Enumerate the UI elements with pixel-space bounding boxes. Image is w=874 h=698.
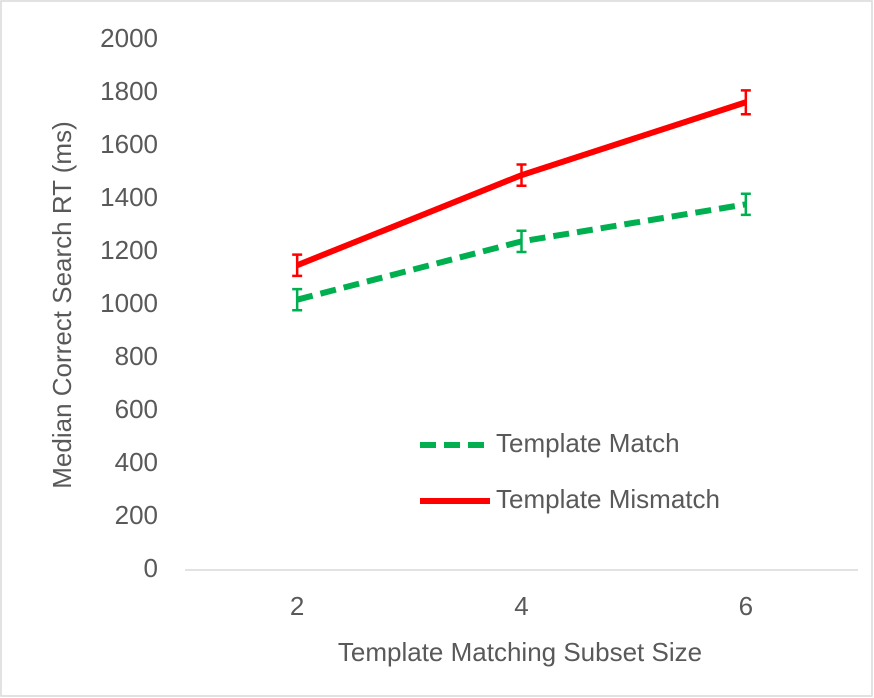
error-bar bbox=[292, 253, 303, 278]
y-tick-label: 2000 bbox=[100, 23, 158, 53]
y-tick-label: 1200 bbox=[100, 235, 158, 265]
y-tick-label: 800 bbox=[115, 341, 158, 371]
x-tick-label: 4 bbox=[514, 591, 528, 621]
error-bar bbox=[740, 89, 751, 116]
error-bar bbox=[740, 192, 751, 217]
x-tick-label: 2 bbox=[290, 591, 304, 621]
y-tick-label: 1600 bbox=[100, 129, 158, 159]
error-bar bbox=[516, 229, 527, 254]
y-axis-title: Median Correct Search RT (ms) bbox=[47, 121, 77, 488]
y-tick-label: 200 bbox=[115, 500, 158, 530]
legend-label: Template Mismatch bbox=[496, 484, 720, 514]
y-tick-label: 1000 bbox=[100, 288, 158, 318]
y-tick-label: 400 bbox=[115, 447, 158, 477]
error-bar bbox=[292, 287, 303, 312]
legend-label: Template Match bbox=[496, 428, 680, 458]
y-tick-label: 1800 bbox=[100, 76, 158, 106]
x-tick-label: 6 bbox=[739, 591, 753, 621]
y-tick-label: 1400 bbox=[100, 182, 158, 212]
y-tick-label: 0 bbox=[144, 553, 158, 583]
error-bar bbox=[516, 163, 527, 187]
y-tick-label: 600 bbox=[115, 394, 158, 424]
x-axis-title: Template Matching Subset Size bbox=[338, 637, 702, 667]
